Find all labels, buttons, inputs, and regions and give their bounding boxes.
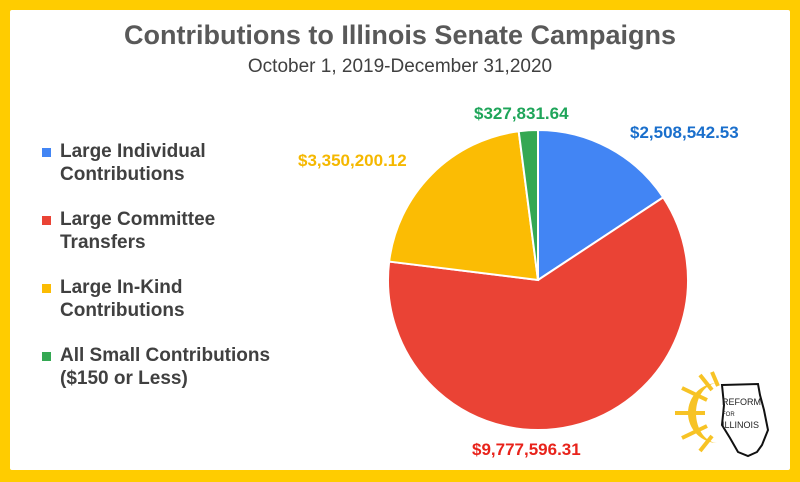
legend-swatch <box>42 148 51 157</box>
data-label-large-inkind: $3,350,200.12 <box>298 151 407 170</box>
legend-item-large-inkind: Large In-Kind Contributions <box>42 276 240 322</box>
legend-item-large-committee: Large Committee Transfers <box>42 208 240 254</box>
legend-swatch <box>42 216 51 225</box>
legend-swatch <box>42 284 51 293</box>
data-label-large-committee: $9,777,596.31 <box>472 440 581 459</box>
data-label-large-individual: $2,508,542.53 <box>630 123 739 142</box>
legend-item-small: All Small Contributions ($150 or Less) <box>42 344 300 390</box>
chart-subtitle: October 1, 2019-December 31,2020 <box>247 56 553 77</box>
legend-item-large-individual: Large Individual Contributions <box>42 140 240 186</box>
pie-slice-small <box>517 128 539 281</box>
pie-slice-large-inkind <box>388 130 540 282</box>
legend-label: Large In-Kind Contributions <box>60 277 185 321</box>
pie-slice-large-individual <box>537 128 665 282</box>
pie-slice-large-committee <box>387 195 689 431</box>
legend: Large Individual Contributions Large Com… <box>42 140 302 412</box>
legend-swatch <box>42 352 51 361</box>
data-label-small: $327,831.64 <box>474 104 569 123</box>
legend-label: All Small Contributions ($150 or Less) <box>60 345 271 389</box>
legend-label: Large Committee Transfers <box>60 209 216 253</box>
chart-title: Contributions to Illinois Senate Campaig… <box>123 20 677 50</box>
legend-label: Large Individual Contributions <box>60 141 206 185</box>
